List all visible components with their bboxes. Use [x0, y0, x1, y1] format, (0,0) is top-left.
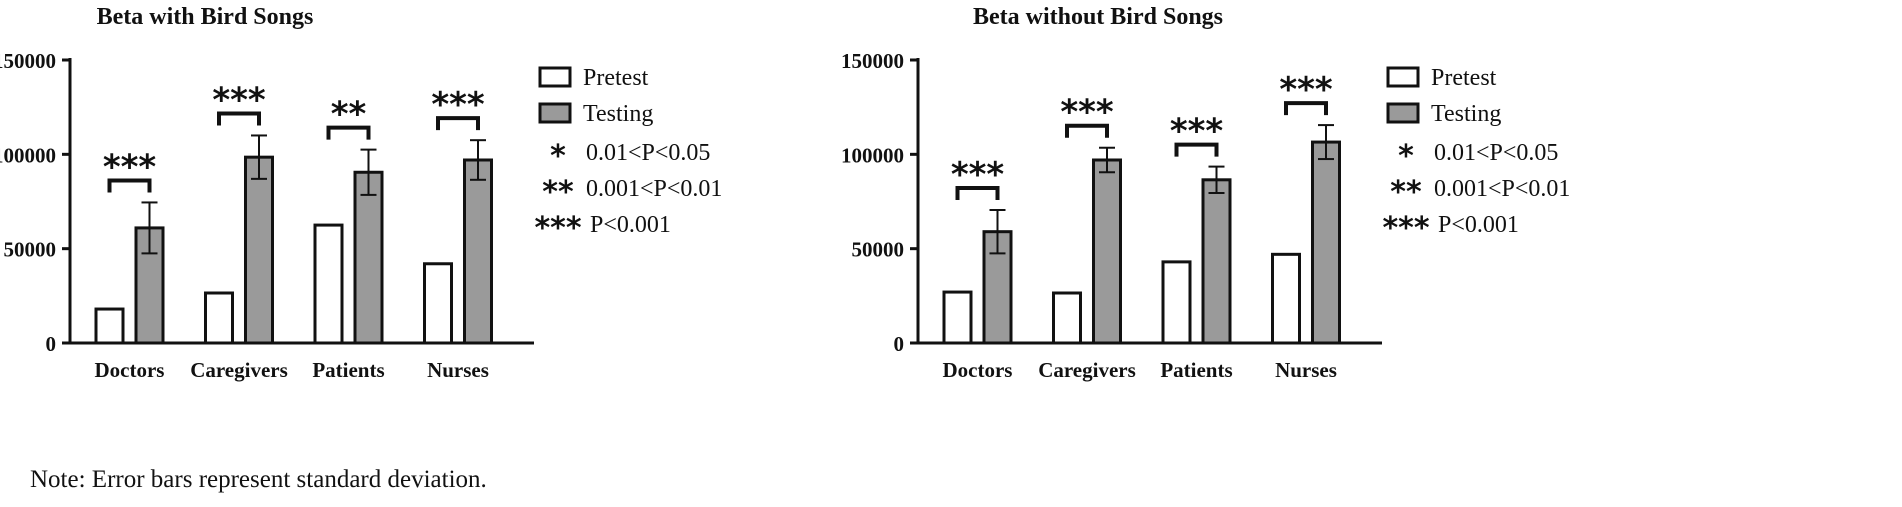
significance-bracket [107, 178, 152, 193]
bar-testing [1311, 140, 1341, 345]
significance-marker: *** [431, 85, 485, 125]
significance-bracket [1284, 101, 1328, 116]
y-tick-label: 0 [894, 332, 905, 356]
legend-significance-marker: ** [542, 175, 574, 210]
y-tick-label: 0 [46, 332, 57, 356]
legend-label: Pretest [583, 65, 649, 91]
bar-testing [463, 158, 493, 345]
bar-pretest [204, 291, 234, 345]
legend-significance-marker: * [1398, 139, 1414, 174]
legend-label: 0.01<P<0.05 [586, 140, 710, 166]
bar-pretest [1271, 252, 1301, 345]
legend: Pretest Testing * 0.01<P<0.05 ** 0.001<P<0.01… [1382, 65, 1570, 246]
legend-label: Pretest [1431, 65, 1497, 91]
y-tick-label: 100000 [841, 143, 904, 167]
legend-significance-marker: *** [1382, 211, 1429, 246]
legend-label: P<0.001 [590, 212, 671, 238]
y-tick-label: 100000 [0, 143, 56, 167]
x-tick-label: Doctors [95, 358, 165, 382]
bar-testing [244, 155, 274, 345]
bar-pretest [1052, 291, 1082, 345]
significance-marker: ** [331, 95, 367, 135]
bar-pretest [313, 223, 344, 345]
y-tick-label: 150000 [0, 49, 56, 73]
legend: Pretest Testing * 0.01<P<0.05 ** 0.001<P<0.01… [534, 65, 722, 246]
y-tick-label: 50000 [852, 238, 905, 262]
legend-label: 0.001<P<0.01 [1434, 176, 1570, 202]
legend-label: Testing [1431, 101, 1501, 127]
x-tick-label: Nurses [427, 358, 489, 382]
significance-bracket [955, 185, 1000, 200]
x-tick-label: Caregivers [190, 358, 288, 382]
bar-pretest [423, 262, 453, 345]
legend-swatch-testing [538, 102, 572, 124]
legend-label: P<0.001 [1438, 212, 1519, 238]
legend-label: 0.01<P<0.05 [1434, 140, 1558, 166]
legend-swatch-testing [1386, 102, 1420, 124]
bar-pretest [1161, 260, 1192, 345]
legend-significance-marker: *** [534, 211, 581, 246]
significance-bracket [326, 125, 371, 140]
significance-marker: *** [103, 147, 157, 187]
significance-bracket [1174, 142, 1219, 157]
legend-label: Testing [583, 101, 653, 127]
bar-pretest [942, 290, 973, 345]
x-tick-label: Patients [312, 358, 384, 382]
legend-swatch-pretest [538, 66, 572, 88]
x-tick-label: Caregivers [1038, 358, 1136, 382]
bar-testing [1092, 158, 1122, 345]
significance-bracket [1065, 123, 1109, 138]
figure-note: Note: Error bars represent standard devi… [30, 466, 487, 493]
chart-title: Beta without Bird Songs [973, 4, 1223, 30]
y-tick-label: 50000 [4, 238, 57, 262]
bar-pretest [94, 307, 125, 345]
legend-swatch-pretest [1386, 66, 1420, 88]
x-tick-label: Nurses [1275, 358, 1337, 382]
y-tick-label: 150000 [841, 49, 904, 73]
x-tick-label: Doctors [943, 358, 1013, 382]
legend-label: 0.001<P<0.01 [586, 176, 722, 202]
chart-title: Beta with Bird Songs [97, 4, 314, 30]
significance-bracket [217, 111, 261, 126]
significance-marker: *** [951, 155, 1005, 195]
bar-testing [1201, 178, 1232, 345]
x-tick-label: Patients [1160, 358, 1232, 382]
chart-panel-1: Beta with Bird Songs050000100000150000**… [0, 4, 722, 382]
bar-testing [353, 170, 384, 345]
chart-panel-2: Beta without Bird Songs 0 50000 100000 15000… [841, 4, 1570, 382]
significance-bracket [436, 116, 480, 131]
legend-significance-marker: * [550, 139, 566, 174]
legend-significance-marker: ** [1390, 175, 1422, 210]
significance-marker: *** [1170, 112, 1224, 152]
significance-marker: *** [212, 80, 266, 120]
significance-marker: *** [1279, 70, 1333, 110]
significance-marker: *** [1060, 93, 1114, 133]
